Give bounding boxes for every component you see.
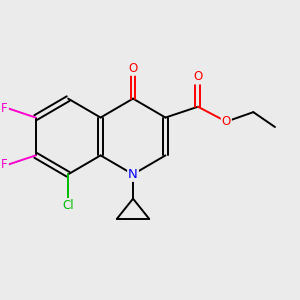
Text: O: O [193, 70, 203, 83]
Text: F: F [1, 102, 8, 115]
Text: O: O [128, 62, 138, 75]
Text: N: N [128, 168, 138, 181]
Text: Cl: Cl [62, 199, 74, 212]
Text: O: O [222, 115, 231, 128]
Text: F: F [1, 158, 8, 171]
